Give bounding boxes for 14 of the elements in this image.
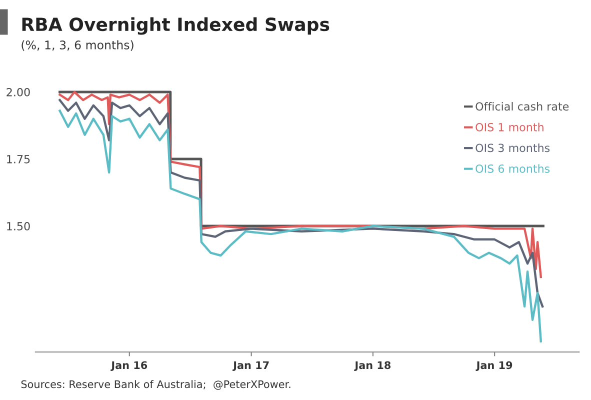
chart-subtitle: (%, 1, 3, 6 months): [22, 40, 134, 51]
x-tick-label: Jan 16: [110, 361, 148, 372]
legend-label: OIS 1 month: [476, 122, 544, 132]
source-note: Sources: Reserve Bank of Australia; @PeterXPower.: [21, 380, 290, 390]
legend-label: OIS 3 months: [476, 144, 550, 152]
y-tick-label: 2.00: [6, 88, 30, 96]
x-tick-label: Jan 19: [476, 361, 512, 372]
y-tick-label: 1.75: [7, 155, 30, 164]
chart-title: RBA Overnight Indexed Swaps: [22, 17, 330, 35]
legend-label: OIS 6 months: [476, 164, 550, 173]
legend-label: Official cash rate: [476, 102, 569, 111]
x-tick-label: Jan 17: [232, 361, 269, 372]
x-tick-label: Jan 18: [354, 361, 391, 372]
y-tick-label: 1.50: [7, 222, 30, 230]
